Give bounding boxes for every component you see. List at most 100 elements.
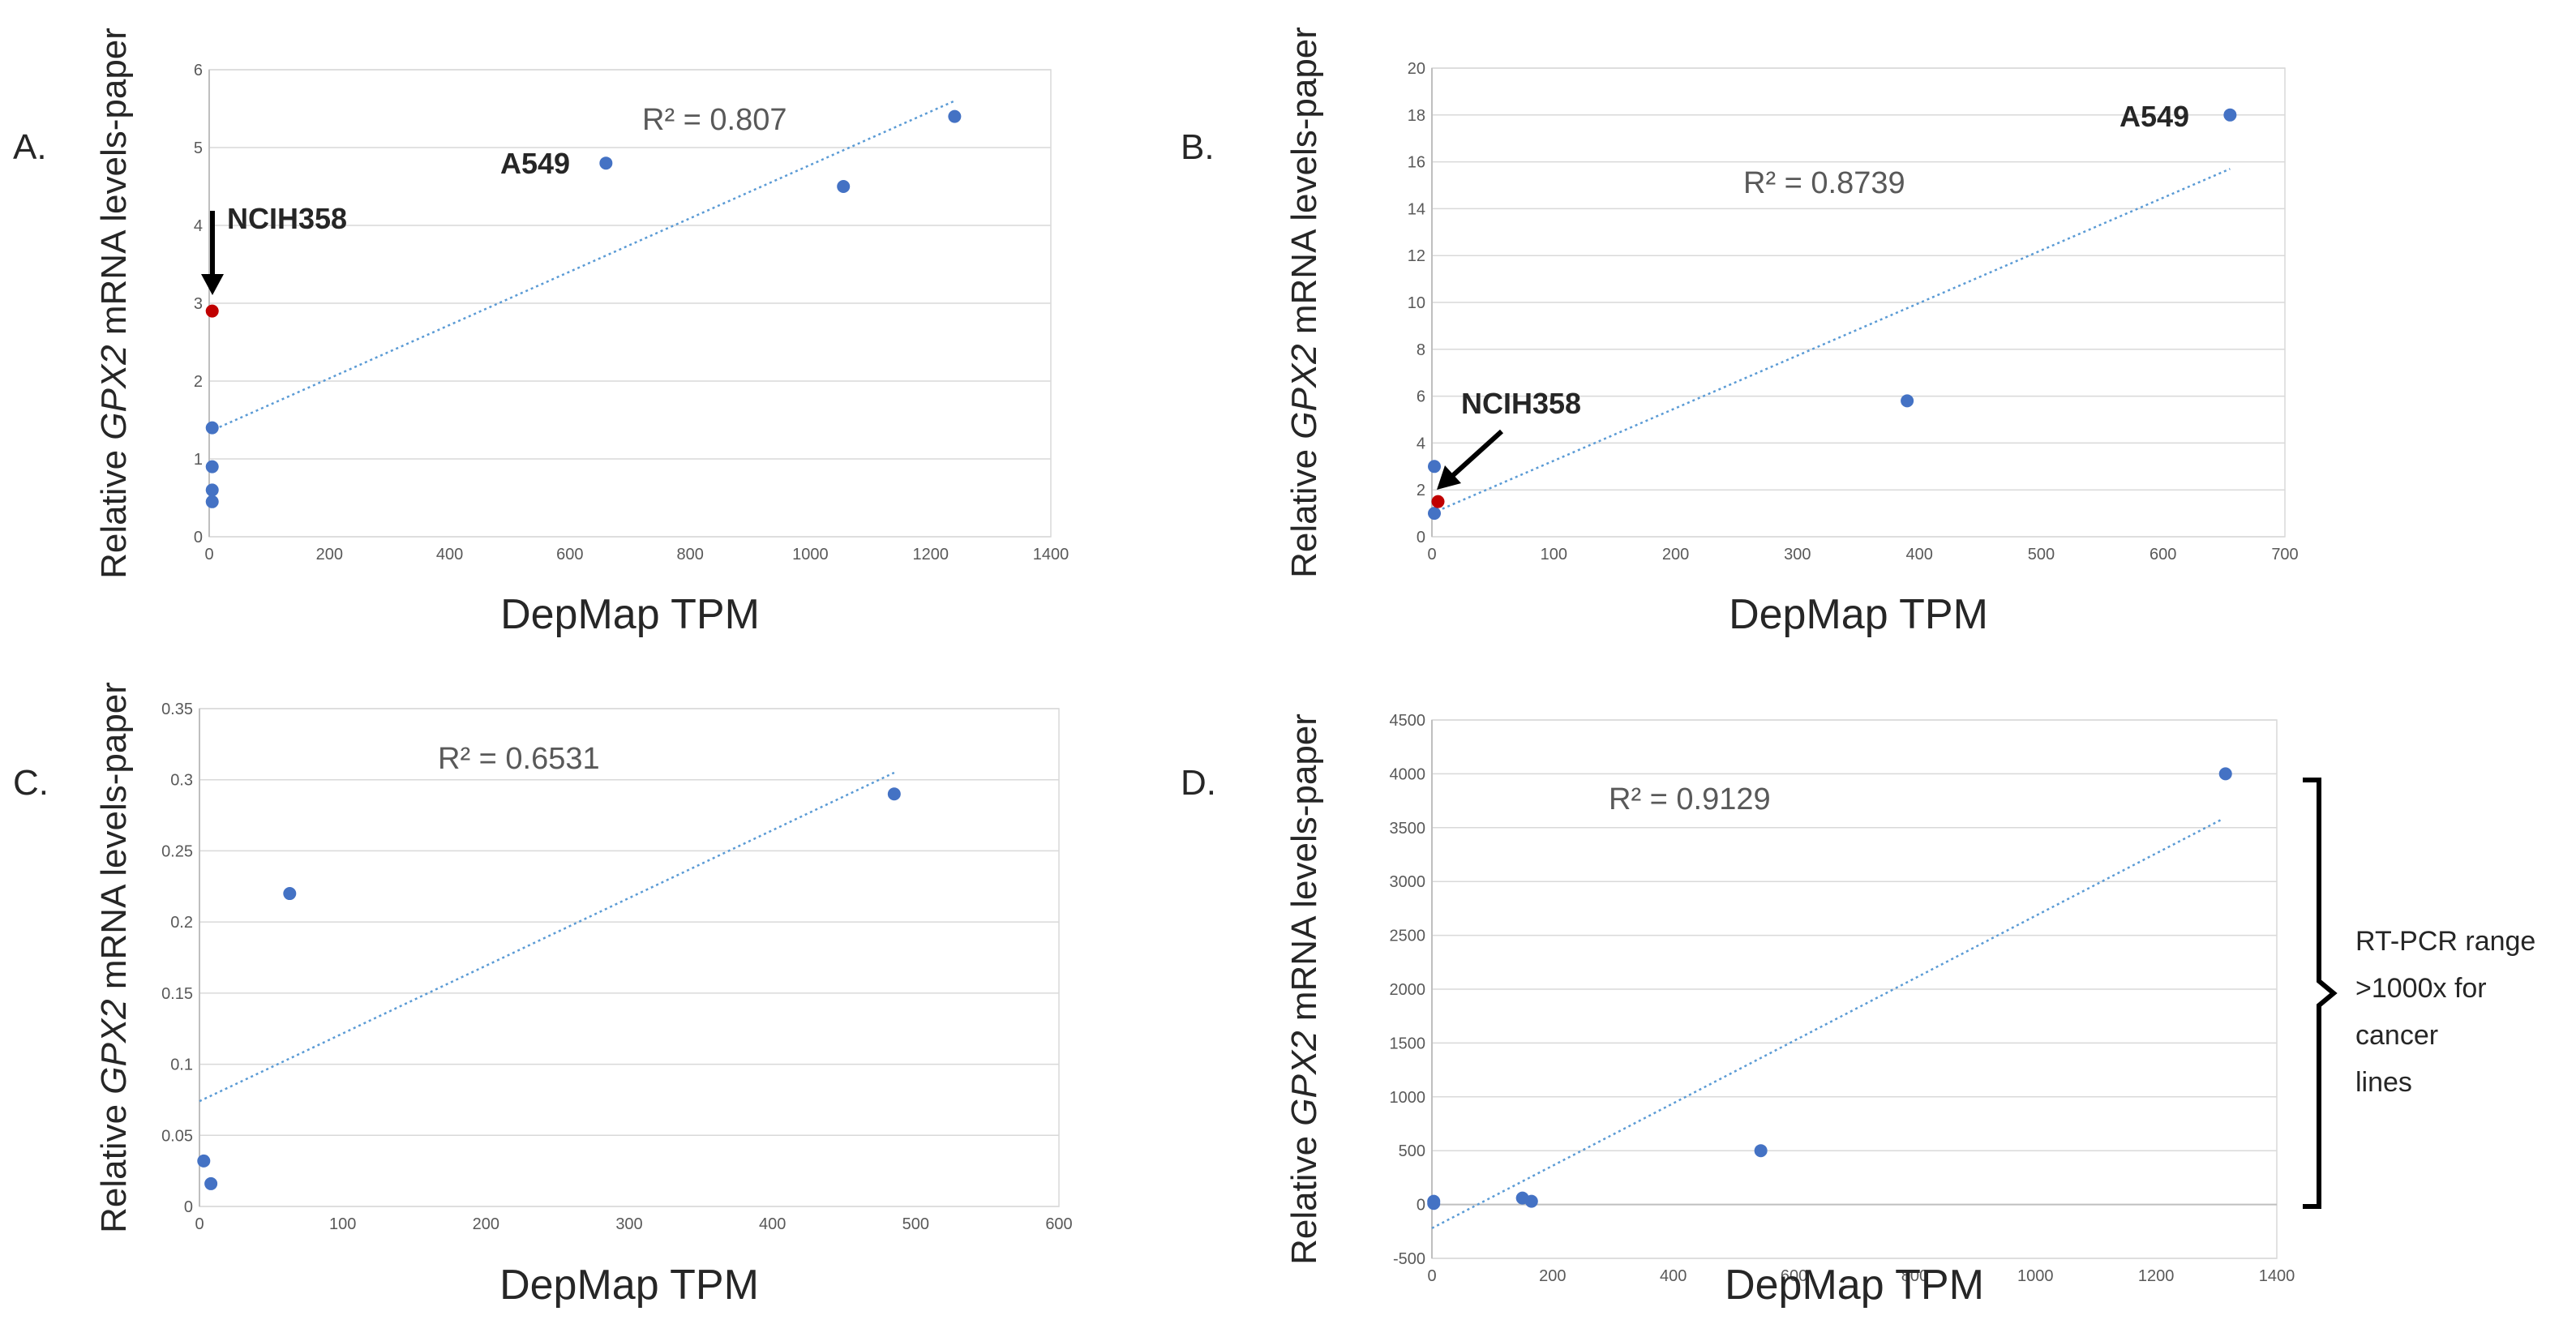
data-point — [204, 1176, 218, 1190]
y-tick-label: 3000 — [1390, 873, 1426, 891]
y-tick-label: 0.1 — [170, 1056, 193, 1074]
x-tick-label: 300 — [1784, 546, 1811, 564]
x-tick-label: 400 — [759, 1215, 786, 1233]
data-point — [1524, 1194, 1538, 1208]
annotation-ncih358-b: NCIH358 — [1461, 387, 1581, 420]
data-point — [205, 304, 219, 318]
x-tick-label: 500 — [2028, 546, 2055, 564]
trendline — [1431, 168, 2231, 515]
panel-label-d: D. — [1181, 763, 1216, 803]
range-bracket — [2303, 778, 2338, 1209]
x-tick-label: 600 — [1045, 1215, 1072, 1233]
data-point — [197, 1154, 211, 1168]
y-tick-label: 4500 — [1390, 712, 1426, 730]
y-tick-label: 10 — [1408, 294, 1425, 312]
x-tick-label: 0 — [204, 546, 213, 564]
x-tick-label: 200 — [1662, 546, 1689, 564]
x-tick-label: 1200 — [2138, 1267, 2175, 1285]
y-tick-label: 2 — [194, 373, 203, 391]
y-tick-label: 8 — [1417, 341, 1425, 359]
y-tick-label: 2500 — [1390, 928, 1426, 945]
data-point — [205, 421, 219, 435]
data-point — [1754, 1144, 1768, 1158]
annotation-a549-b: A549 — [2120, 100, 2189, 133]
trendline — [1431, 818, 2223, 1229]
x-axis-title: DepMap TPM — [500, 591, 760, 638]
y-tick-label: 14 — [1408, 200, 1425, 218]
y-tick-label: 3500 — [1390, 820, 1426, 838]
y-tick-label: 12 — [1408, 247, 1425, 265]
x-tick-label: 200 — [1539, 1267, 1566, 1285]
x-tick-label: 200 — [473, 1215, 499, 1233]
x-axis-title: DepMap TPM — [1729, 591, 1988, 638]
x-tick-label: 400 — [1905, 546, 1932, 564]
data-point — [2223, 108, 2237, 122]
y-tick-label: 16 — [1408, 154, 1425, 172]
data-point — [1428, 507, 1442, 521]
y-tick-label: 0 — [194, 529, 203, 546]
y-tick-label: 0.35 — [161, 701, 193, 718]
panel-label-b: B. — [1181, 127, 1215, 167]
annotation-a549-a: A549 — [500, 147, 570, 180]
y-tick-label: 500 — [1399, 1142, 1425, 1160]
data-point — [1431, 495, 1445, 508]
data-point — [1427, 1194, 1441, 1208]
data-point — [2218, 767, 2232, 781]
panel-label-c: C. — [13, 763, 49, 803]
y-tick-label: 4000 — [1390, 765, 1426, 783]
y-tick-label: 0 — [1417, 529, 1425, 546]
y-tick-label: 2000 — [1390, 981, 1426, 999]
y-tick-label: 0.05 — [161, 1127, 193, 1145]
y-axis-title: Relative GPX2 mRNA levels-paper — [1284, 27, 1324, 578]
data-point — [887, 787, 901, 801]
x-axis-title: DepMap TPM — [499, 1262, 759, 1309]
y-tick-label: 4 — [1417, 435, 1425, 452]
note-line-4: lines — [2355, 1067, 2412, 1098]
x-tick-label: 400 — [436, 546, 463, 564]
r-squared-label: R² = 0.6531 — [438, 742, 600, 776]
x-tick-label: 0 — [1427, 1267, 1436, 1285]
data-point — [599, 156, 613, 170]
x-tick-label: 1400 — [1033, 546, 1069, 564]
arrow-ncih358-b — [1437, 429, 1504, 490]
y-tick-label: 0.3 — [170, 772, 193, 790]
y-axis-title: Relative GPX2 mRNA levels-paper — [94, 682, 134, 1233]
x-tick-label: 600 — [2150, 546, 2176, 564]
data-point — [205, 483, 219, 497]
x-tick-label: 100 — [329, 1215, 356, 1233]
y-tick-label: 6 — [1417, 388, 1425, 406]
x-tick-label: 1000 — [792, 546, 829, 564]
x-tick-label: 0 — [1427, 546, 1436, 564]
y-tick-label: 4 — [194, 217, 203, 235]
y-tick-label: 0.25 — [161, 842, 193, 860]
x-tick-label: 0 — [195, 1215, 204, 1233]
x-tick-label: 600 — [556, 546, 583, 564]
y-tick-label: 2 — [1417, 482, 1425, 499]
trendline — [199, 771, 895, 1103]
chart-c: 0 0.05 0.1 0.15 0.2 0.25 0.3 0.35 0 100 200 300 400 5… — [94, 682, 1073, 1309]
y-tick-label: 5 — [194, 139, 203, 157]
note-line-1: RT-PCR range — [2355, 926, 2535, 957]
y-tick-label: 0 — [1417, 1197, 1425, 1215]
chart-d: -500050010001500200025003000350040004500… — [1284, 712, 2295, 1309]
r-squared-label: R² = 0.8739 — [1743, 166, 1905, 200]
r-squared-label: R² = 0.807 — [642, 103, 787, 137]
x-tick-label: 100 — [1541, 546, 1567, 564]
x-tick-label: 700 — [2271, 546, 2298, 564]
x-axis-title: DepMap TPM — [1725, 1262, 1984, 1309]
y-tick-label: 0 — [184, 1198, 193, 1216]
x-tick-label: 200 — [316, 546, 343, 564]
x-tick-label: 600 — [1781, 1267, 1807, 1285]
data-point — [837, 180, 851, 193]
r-squared-label: R² = 0.9129 — [1609, 782, 1771, 816]
note-line-2: >1000x for — [2355, 973, 2487, 1004]
trendline — [208, 100, 955, 433]
y-axis-title: Relative GPX2 mRNA levels-paper — [1284, 713, 1324, 1265]
x-tick-label: 800 — [676, 546, 703, 564]
data-point — [1428, 460, 1442, 474]
x-tick-label: 1400 — [2259, 1267, 2295, 1285]
panel-label-a: A. — [13, 127, 47, 167]
y-tick-label: -500 — [1393, 1250, 1425, 1268]
